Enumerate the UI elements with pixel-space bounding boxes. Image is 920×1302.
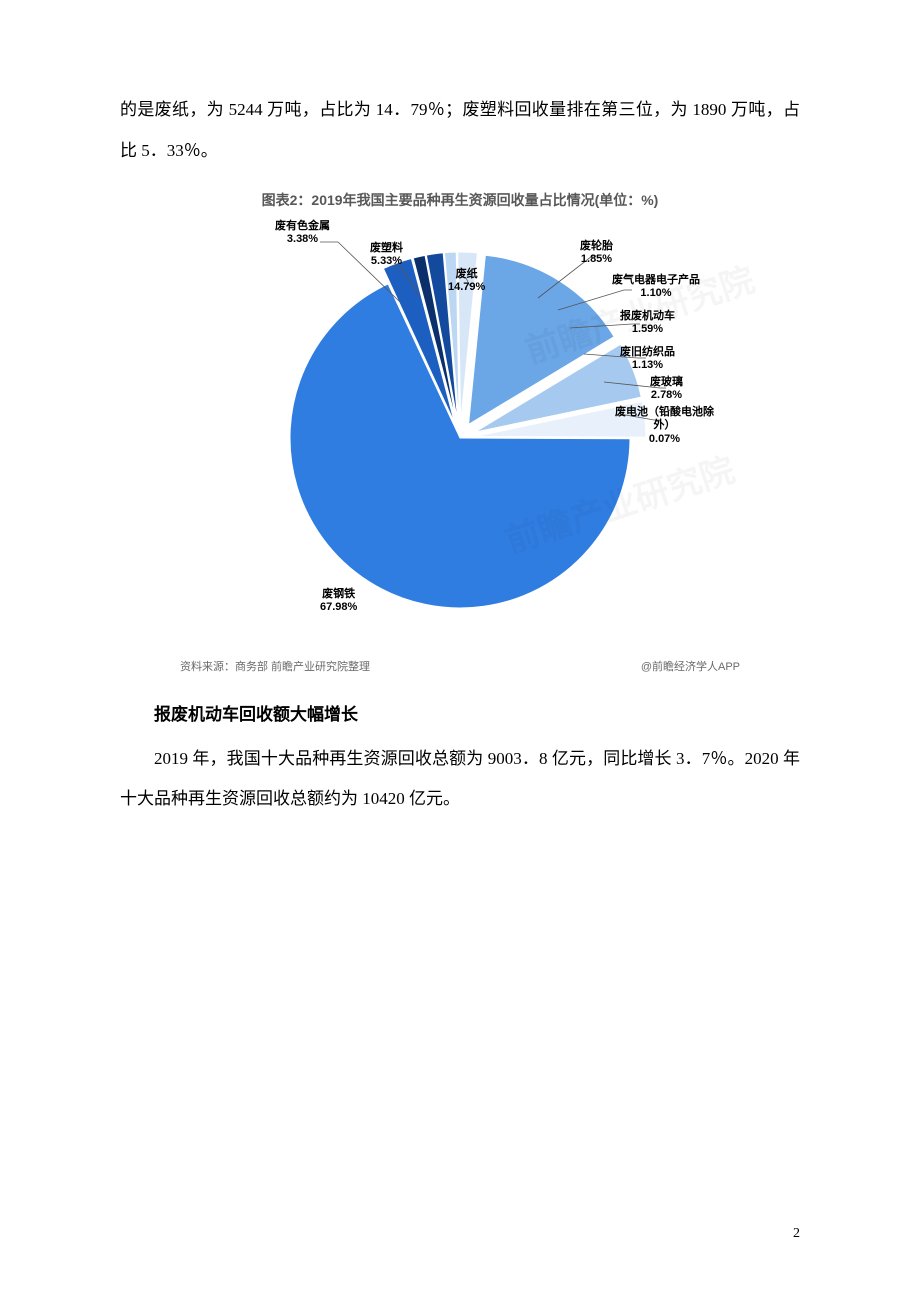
slice-name: 废玻璃: [650, 376, 683, 388]
slice-name: 废轮胎: [580, 240, 613, 252]
slice-pct: 2.78%: [650, 389, 683, 403]
slice-label: 废玻璃2.78%: [650, 376, 683, 404]
chart-footer: 资料来源：商务部 前瞻产业研究院整理 @前瞻经济学人APP: [160, 648, 760, 674]
slice-name: 废钢铁: [322, 588, 355, 600]
slice-name: 报废机动车: [620, 310, 675, 322]
slice-pct: 3.38%: [275, 233, 330, 247]
slice-label: 废塑料5.33%: [370, 242, 403, 270]
chart-title: 图表2：2019年我国主要品种再生资源回收量占比情况(单位：%): [120, 190, 800, 210]
slice-name: 废气电器电子产品: [612, 274, 700, 286]
slice-pct: 5.33%: [370, 255, 403, 269]
slice-pct: 67.98%: [320, 601, 357, 615]
slice-label: 废有色金属3.38%: [275, 220, 330, 248]
page-number: 2: [793, 1226, 800, 1242]
slice-pct: 1.59%: [620, 323, 675, 337]
document-page: 的是废纸，为 5244 万吨，占比为 14．79％；废塑料回收量排在第三位，为 …: [0, 0, 920, 1302]
slice-label: 废旧纺织品1.13%: [620, 346, 675, 374]
slice-pct: 1.85%: [580, 253, 613, 267]
slice-label: 废气电器电子产品1.10%: [612, 274, 700, 302]
slice-pct: 1.13%: [620, 359, 675, 373]
chart-source-left: 资料来源：商务部 前瞻产业研究院整理: [180, 658, 370, 674]
slice-name: 废塑料: [370, 242, 403, 254]
body-paragraph-top: 的是废纸，为 5244 万吨，占比为 14．79％；废塑料回收量排在第三位，为 …: [120, 90, 800, 172]
body-paragraph-bottom: 2019 年，我国十大品种再生资源回收总额为 9003．8 亿元，同比增长 3．…: [120, 739, 800, 821]
slice-pct: 14.79%: [448, 281, 485, 295]
chart-source-right: @前瞻经济学人APP: [641, 658, 740, 674]
slice-name: 废电池（铅酸电池除外）: [615, 406, 714, 432]
slice-label: 废轮胎1.85%: [580, 240, 613, 268]
slice-label: 报废机动车1.59%: [620, 310, 675, 338]
slice-name: 废有色金属: [275, 220, 330, 232]
slice-label: 废钢铁67.98%: [320, 588, 357, 616]
slice-label: 废电池（铅酸电池除外）0.07%: [615, 406, 714, 447]
slice-label: 废纸14.79%: [448, 268, 485, 296]
slice-name: 废旧纺织品: [620, 346, 675, 358]
slice-pct: 0.07%: [615, 433, 714, 447]
slice-name: 废纸: [456, 268, 478, 280]
slice-pct: 1.10%: [612, 287, 700, 301]
section-heading: 报废机动车回收额大幅增长: [120, 700, 800, 725]
pie-chart: 前瞻产业研究院 前瞻产业研究院 废钢铁67.98%废有色金属3.38%废塑料5.…: [160, 218, 760, 674]
